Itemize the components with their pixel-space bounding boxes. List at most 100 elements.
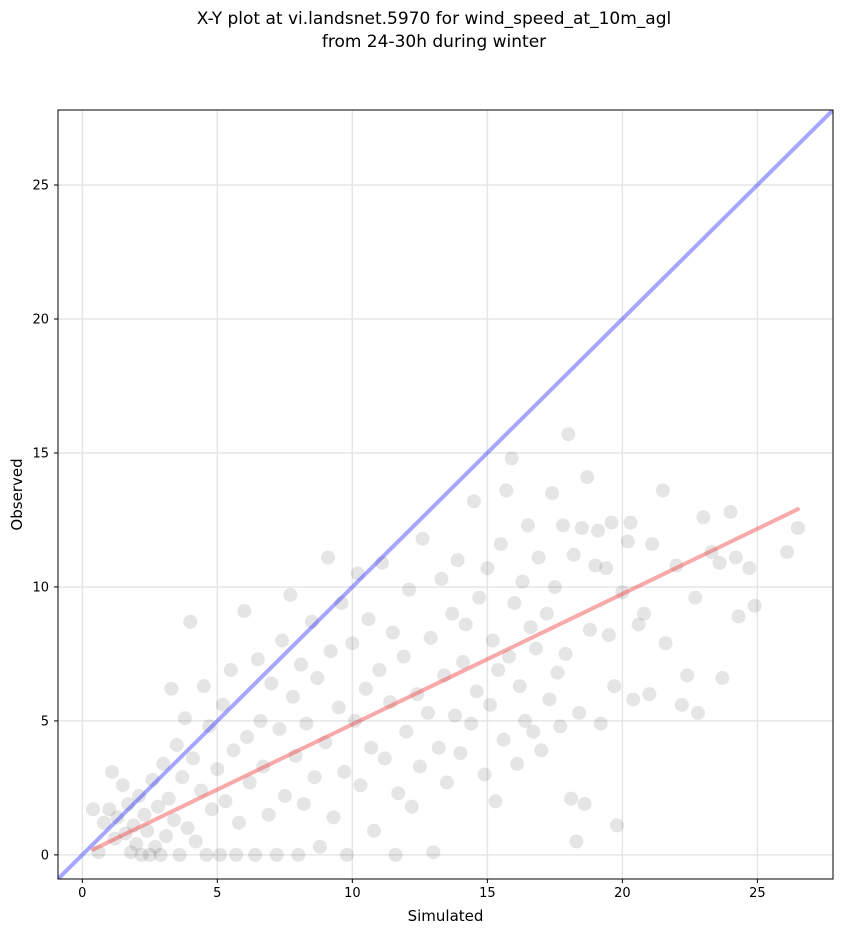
data-point [253,713,268,728]
data-point [593,716,608,731]
y-axis-label: Observed [8,458,26,530]
data-point [210,762,225,777]
data-point [304,614,319,629]
data-point [623,515,638,530]
plot-frame [57,109,834,880]
data-point [137,807,152,822]
data-point [318,735,333,750]
data-point [307,770,322,785]
data-point [566,547,581,562]
x-tick-label: 10 [344,886,361,901]
data-point [383,695,398,710]
data-point [539,606,554,621]
data-point [780,545,795,560]
data-point [728,550,743,565]
data-point [153,847,168,862]
data-point [447,708,462,723]
data-point [129,837,144,852]
data-point [445,606,460,621]
data-point [339,847,354,862]
data-point [229,847,244,862]
data-point [277,788,292,803]
data-point [510,756,525,771]
data-point [331,700,346,715]
data-point [183,614,198,629]
data-point [385,625,400,640]
data-point [264,676,279,691]
data-point [399,724,414,739]
data-point [372,663,387,678]
x-tick-label: 20 [614,886,631,901]
y-tick-label: 20 [32,312,49,327]
data-point [218,794,233,809]
data-point [742,561,757,576]
data-point [564,791,579,806]
data-point [213,847,228,862]
data-point [561,427,576,442]
data-point [645,537,660,552]
fit-line [91,507,800,852]
data-point [523,620,538,635]
data-point [159,829,174,844]
data-point [485,633,500,648]
data-point [577,796,592,811]
chart-title: X-Y plot at vi.landsnet.5970 for wind_sp… [196,9,672,52]
data-point [321,550,336,565]
data-point [531,550,546,565]
data-point [496,732,511,747]
y-tick-label: 5 [41,714,49,729]
data-point [456,654,471,669]
data-point [348,713,363,728]
data-point [591,523,606,538]
data-point [275,633,290,648]
data-point [493,537,508,552]
data-point [512,679,527,694]
data-point [169,738,184,753]
data-point [491,663,506,678]
data-point [696,510,711,525]
data-point [294,657,309,672]
data-point [415,531,430,546]
data-point [199,847,214,862]
data-point [126,818,141,833]
data-point [150,799,165,814]
data-points [86,427,805,862]
grid [58,110,833,879]
data-point [469,684,484,699]
data-point [175,770,190,785]
data-point [86,802,101,817]
data-point [450,553,465,568]
data-point [361,612,376,627]
data-point [790,520,805,535]
data-point [410,687,425,702]
data-point [528,641,543,656]
data-point [520,518,535,533]
data-point [134,847,149,862]
data-point [599,561,614,576]
data-point [326,810,341,825]
data-point [366,823,381,838]
data-point [715,671,730,686]
data-point [620,534,635,549]
data-point [269,847,284,862]
data-point [148,839,163,854]
data-point [177,711,192,726]
data-point [669,558,684,573]
data-point [172,847,187,862]
data-point [248,847,263,862]
data-point [91,845,106,860]
data-point [110,810,125,825]
data-point [186,751,201,766]
data-point [105,764,120,779]
data-point [601,628,616,643]
x-tick-label: 25 [749,886,766,901]
data-point [472,590,487,605]
data-point [288,748,303,763]
data-point [167,813,182,828]
data-point [690,705,705,720]
data-point [607,679,622,694]
data-point [118,826,133,841]
data-point [466,494,481,509]
x-tick-label: 0 [78,886,86,901]
